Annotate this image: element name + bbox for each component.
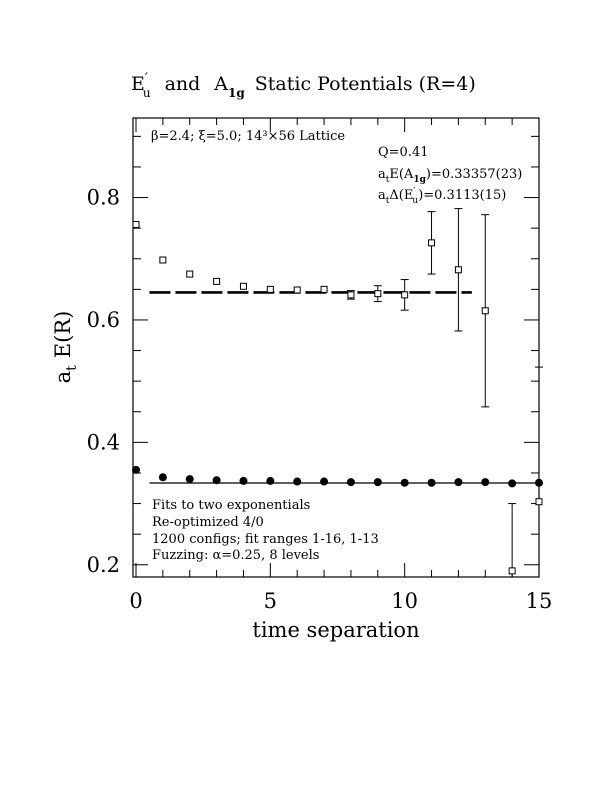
eu-point bbox=[239, 282, 247, 290]
note-line-3: 1200 configs; fit ranges 1-16, 1-13 bbox=[152, 532, 379, 547]
a1g-point bbox=[373, 478, 382, 487]
title-eu-main: E bbox=[131, 73, 145, 95]
y-label-a: a bbox=[51, 371, 75, 384]
fit-d-t: t bbox=[386, 196, 390, 206]
lattice-label: β=2.4; ξ=5.0; 14³×56 Lattice bbox=[151, 129, 345, 144]
eu-point bbox=[266, 285, 274, 293]
note-line-4: Fuzzing: α=0.25, 8 levels bbox=[152, 548, 319, 563]
x-axis-label: time separation bbox=[252, 618, 419, 642]
fit-energy-a1g: atE(A1g)=0.33357(23) bbox=[378, 167, 522, 185]
title-eu-prime: ′ bbox=[145, 71, 148, 86]
y-tick-label: 0.2 bbox=[87, 553, 120, 577]
title-a1g-main: A bbox=[213, 73, 228, 95]
title-rest: Static Potentials (R=4) bbox=[255, 73, 476, 95]
title-a1g-sub: 1g bbox=[228, 86, 245, 100]
fit-d-prime: ′ bbox=[413, 187, 415, 197]
fit-d-u: u bbox=[412, 196, 418, 206]
a1g-point bbox=[346, 478, 355, 487]
x-tick-label: 10 bbox=[391, 589, 418, 613]
fit-delta-eu: atΔ(E′ u)=0.3113(15) bbox=[378, 187, 506, 206]
eu-point bbox=[401, 291, 409, 299]
note-line-2: Re-optimized 4/0 bbox=[152, 515, 264, 530]
fit-e-t: t bbox=[386, 175, 390, 185]
a1g-point bbox=[427, 478, 436, 487]
y-tick-label: 0.8 bbox=[87, 186, 120, 210]
eu-point bbox=[159, 256, 167, 264]
a1g-point bbox=[158, 473, 167, 482]
a1g-point bbox=[508, 479, 517, 488]
fit-q: Q=0.41 bbox=[378, 145, 429, 160]
eu-point bbox=[347, 291, 355, 299]
eu-point bbox=[508, 567, 516, 575]
eu-point bbox=[428, 239, 436, 247]
y-axis-label: at E(R) bbox=[51, 311, 80, 384]
x-tick-label: 5 bbox=[264, 589, 277, 613]
y-tick-labels: 0.2 0.4 0.6 0.8 bbox=[87, 186, 120, 577]
y-label-rest: E(R) bbox=[51, 311, 75, 359]
fit-e-mid: E(A bbox=[389, 167, 414, 182]
chart-title: E′ u and A1g Static Potentials (R=4) bbox=[131, 71, 476, 100]
a1g-point bbox=[239, 476, 248, 485]
a1g-point bbox=[293, 477, 302, 486]
a1g-point bbox=[535, 478, 543, 487]
fit-lines bbox=[149, 291, 539, 484]
fit-e-1g: 1g bbox=[413, 175, 426, 185]
eu-point bbox=[535, 498, 543, 506]
a1g-point bbox=[132, 465, 140, 474]
a1g-point bbox=[481, 478, 490, 487]
a1g-point bbox=[454, 478, 463, 487]
title-and: and bbox=[165, 73, 201, 95]
eu-point bbox=[213, 277, 221, 285]
eu-point bbox=[481, 307, 489, 315]
a1g-point bbox=[400, 478, 409, 487]
eu-point bbox=[320, 285, 328, 293]
fit-e-post: )=0.33357(23) bbox=[426, 167, 522, 182]
y-tick-label: 0.6 bbox=[87, 308, 120, 332]
a1g-point bbox=[212, 476, 221, 485]
tick-marks bbox=[133, 118, 540, 577]
a1g-point bbox=[185, 475, 194, 484]
plot-frame bbox=[132, 117, 540, 578]
fit-d-post: )=0.3113(15) bbox=[418, 188, 506, 203]
data-points bbox=[132, 220, 543, 575]
y-tick-label: 0.4 bbox=[87, 430, 120, 454]
eu-point bbox=[293, 286, 301, 294]
eu-point bbox=[132, 220, 140, 228]
eu-point bbox=[186, 270, 194, 278]
y-label-sub: t bbox=[64, 365, 80, 371]
a1g-point bbox=[266, 476, 275, 485]
fit-d-mid: Δ(E bbox=[389, 188, 413, 203]
a1g-point bbox=[320, 477, 329, 486]
note-line-1: Fits to two exponentials bbox=[152, 498, 310, 513]
fit-e-a: a bbox=[378, 167, 386, 182]
x-tick-label: 15 bbox=[526, 589, 553, 613]
title-eu-sub: u bbox=[143, 86, 151, 100]
fit-d-a: a bbox=[378, 188, 386, 203]
x-tick-labels: 0 5 10 15 bbox=[129, 589, 552, 613]
x-tick-label: 0 bbox=[129, 589, 142, 613]
eu-point bbox=[374, 290, 382, 298]
eu-point bbox=[454, 266, 462, 274]
